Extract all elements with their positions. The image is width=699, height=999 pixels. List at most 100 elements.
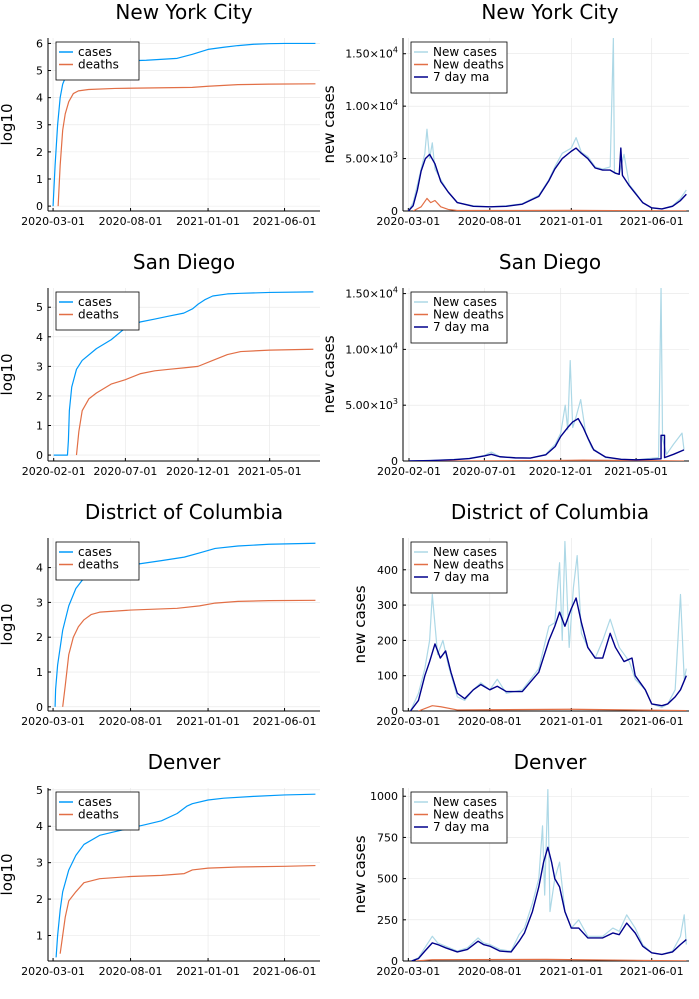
x-tick-label: 2020-03-01 [21, 715, 85, 728]
y-tick-label: 100 [377, 670, 398, 683]
y-axis-label: log10 [0, 104, 16, 146]
y-tick-label: 1 [36, 666, 43, 679]
chart-title: San Diego [499, 250, 601, 274]
x-tick-label: 2020-12-01 [529, 465, 593, 478]
x-tick-label: 2021-01-01 [176, 715, 240, 728]
x-tick-label: 2020-12-01 [166, 465, 230, 478]
y-tick-label: 5.00×103 [345, 151, 398, 166]
x-tick-label: 2021-06-01 [620, 715, 684, 728]
x-tick-label: 2020-08-01 [458, 715, 522, 728]
y-tick-label: 2 [36, 146, 43, 159]
y-tick-label: 0 [36, 200, 43, 213]
chart-title: District of Columbia [85, 500, 283, 524]
legend-box [410, 541, 508, 594]
x-tick-label: 2021-06-01 [253, 715, 317, 728]
legend-label: New deaths [433, 808, 504, 822]
series-line [52, 42, 316, 207]
series-line [411, 789, 687, 961]
y-tick-label: 0 [391, 955, 398, 968]
y-tick-label: 0 [391, 205, 398, 218]
x-tick-label: 2020-02-01 [22, 465, 86, 478]
y-tick-label: 6 [36, 37, 43, 50]
y-tick-label: 4 [36, 562, 43, 575]
y-tick-label: 2 [36, 893, 43, 906]
y-axis-label: new cases [320, 85, 338, 163]
y-tick-label: 0 [391, 705, 398, 718]
x-tick-label: 2021-01-01 [539, 215, 603, 228]
legend-label: New cases [433, 795, 497, 809]
series-group [52, 42, 316, 207]
chart-title: San Diego [133, 250, 235, 274]
y-axis-label: new cases [320, 335, 338, 413]
x-tick-label: 2020-02-01 [377, 465, 441, 478]
y-tick-label: 4 [36, 92, 43, 105]
x-tick-label: 2021-06-01 [253, 965, 317, 978]
legend-label: New cases [433, 295, 497, 309]
y-tick-label: 2 [36, 631, 43, 644]
y-tick-label: 250 [377, 914, 398, 927]
legend-box [55, 791, 140, 831]
x-tick-label: 2020-07-01 [452, 465, 516, 478]
legend-label: deaths [78, 58, 119, 72]
legend-label: cases [78, 295, 112, 309]
y-tick-exponent: 4 [393, 286, 398, 295]
y-tick-label: 3 [36, 119, 43, 132]
series-line [407, 147, 687, 211]
series-group [408, 288, 685, 461]
x-tick-label: 2020-03-01 [376, 215, 440, 228]
y-tick-label: 2 [36, 390, 43, 403]
legend-label: New deaths [433, 558, 504, 572]
x-tick-label: 2020-03-01 [21, 965, 85, 978]
chart-panel: 2020-03-01 2020-08-01 2021-01-01 2021-06-01… [0, 750, 320, 978]
y-tick-label: 0 [391, 455, 398, 468]
series-line [412, 197, 687, 211]
chart-panel: 2020-03-01 2020-08-01 2021-01-01 2021-06-01… [0, 0, 320, 228]
legend-label: deaths [78, 808, 119, 822]
y-tick-label: 1.50×104 [345, 46, 398, 61]
y-tick-exponent: 3 [393, 151, 398, 160]
x-tick-label: 2020-03-01 [21, 215, 85, 228]
x-tick-label: 2021-05-01 [604, 465, 668, 478]
y-axis-label: new cases [351, 835, 369, 913]
legend-label: 7 day ma [433, 570, 489, 584]
y-tick-label: 0 [36, 449, 43, 462]
x-tick-label: 2021-06-01 [253, 215, 317, 228]
y-tick-label: 1 [36, 930, 43, 943]
y-tick-label: 500 [377, 873, 398, 886]
x-tick-label: 2021-05-01 [238, 465, 302, 478]
legend-box [410, 41, 508, 94]
y-axis-label: new cases [351, 585, 369, 663]
y-axis-label: log10 [0, 604, 16, 646]
y-tick-exponent: 4 [393, 46, 398, 55]
series-line [432, 459, 685, 461]
x-tick-label: 2020-07-01 [93, 465, 157, 478]
y-tick-label: 400 [377, 564, 398, 577]
series-line [409, 597, 687, 711]
x-tick-label: 2020-03-01 [376, 715, 440, 728]
legend-label: New cases [433, 545, 497, 559]
y-tick-label: 4 [36, 331, 43, 344]
y-tick-label: 0 [36, 701, 43, 714]
y-tick-label: 3 [36, 360, 43, 373]
y-tick-exponent: 3 [393, 397, 398, 406]
legend-label: deaths [78, 308, 119, 322]
chart-panel: 2020-02-01 2020-07-01 2020-12-01 2021-05-01… [320, 250, 689, 478]
legend-label: New deaths [433, 308, 504, 322]
chart-title: District of Columbia [451, 500, 649, 524]
x-tick-label: 2021-01-01 [539, 715, 603, 728]
y-tick-label: 3 [36, 596, 43, 609]
y-tick-label: 300 [377, 599, 398, 612]
y-axis-label: log10 [0, 854, 16, 896]
legend-label: cases [78, 45, 112, 59]
x-tick-label: 2021-01-01 [176, 965, 240, 978]
chart-panel: 2020-03-01 2020-08-01 2021-01-01 2021-06-01… [351, 750, 689, 978]
legend-label: 7 day ma [433, 820, 489, 834]
